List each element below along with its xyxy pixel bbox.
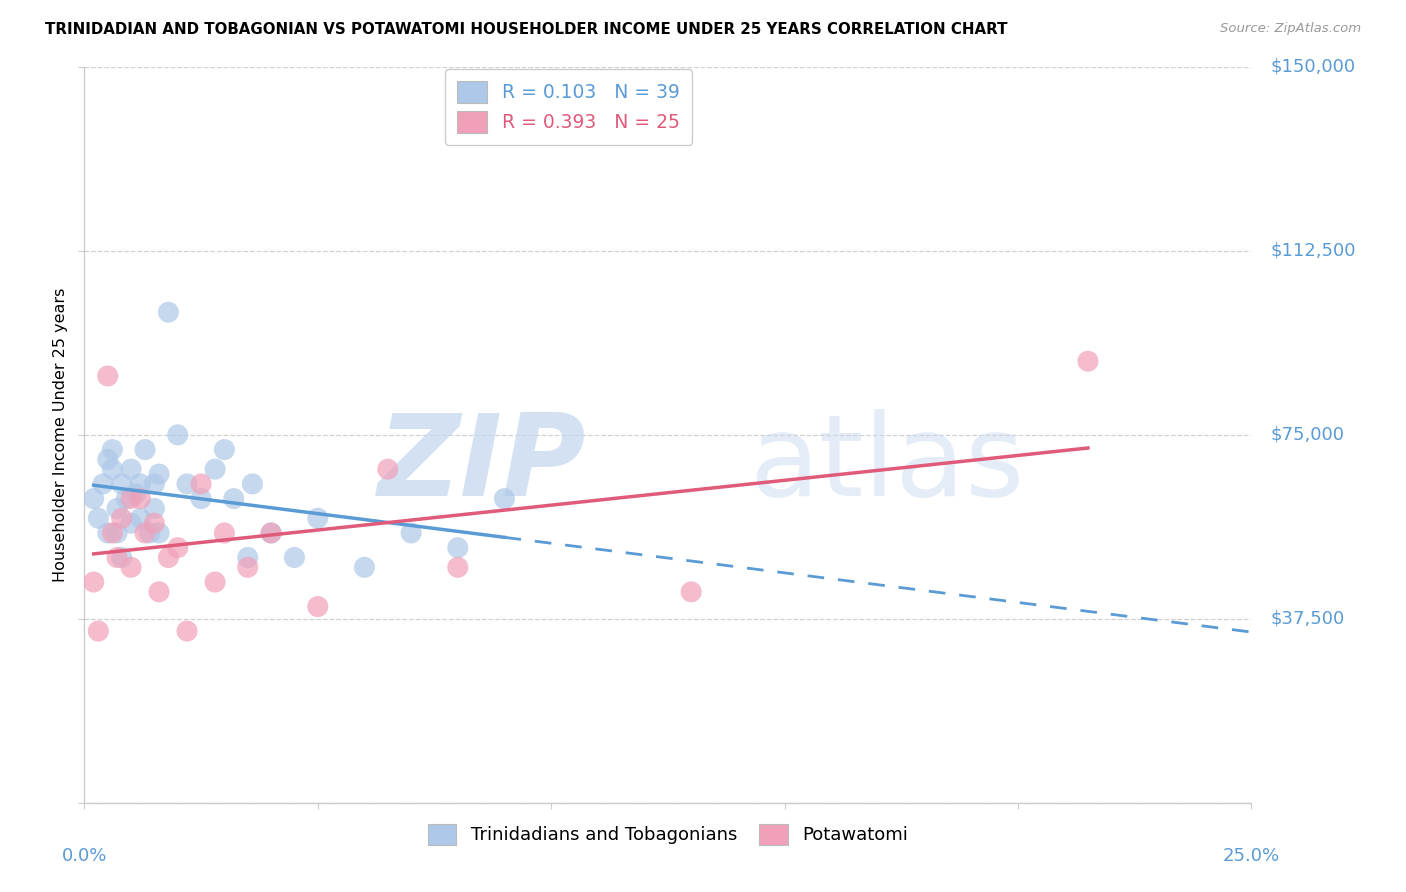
Text: 0.0%: 0.0% — [62, 847, 107, 865]
Point — [83, 491, 105, 506]
Point — [377, 462, 399, 476]
Text: $75,000: $75,000 — [1270, 425, 1344, 444]
Point — [166, 541, 188, 555]
Point — [143, 516, 166, 530]
Point — [129, 511, 152, 525]
Point — [353, 560, 375, 574]
Point — [204, 574, 226, 589]
Point — [143, 476, 166, 491]
Point — [105, 501, 128, 516]
Point — [111, 511, 134, 525]
Point — [157, 305, 180, 319]
Point — [157, 550, 180, 565]
Point — [111, 550, 134, 565]
Point — [97, 452, 120, 467]
Point — [97, 369, 120, 384]
Point — [83, 574, 105, 589]
Point — [105, 550, 128, 565]
Text: atlas: atlas — [749, 409, 1025, 520]
Point — [222, 491, 245, 506]
Point — [105, 525, 128, 540]
Point — [447, 560, 470, 574]
Point — [120, 560, 142, 574]
Point — [91, 476, 114, 491]
Point — [101, 462, 124, 476]
Point — [494, 491, 516, 506]
Point — [129, 491, 152, 506]
Point — [204, 462, 226, 476]
Text: TRINIDADIAN AND TOBAGONIAN VS POTAWATOMI HOUSEHOLDER INCOME UNDER 25 YEARS CORRE: TRINIDADIAN AND TOBAGONIAN VS POTAWATOMI… — [45, 22, 1008, 37]
Point — [190, 491, 212, 506]
Text: 25.0%: 25.0% — [1223, 847, 1279, 865]
Point — [115, 491, 138, 506]
Text: Source: ZipAtlas.com: Source: ZipAtlas.com — [1220, 22, 1361, 36]
Point — [134, 525, 156, 540]
Point — [129, 476, 152, 491]
Point — [1077, 354, 1099, 368]
Point — [283, 550, 305, 565]
Point — [148, 467, 170, 482]
Y-axis label: Householder Income Under 25 years: Householder Income Under 25 years — [52, 287, 67, 582]
Point — [143, 501, 166, 516]
Point — [214, 525, 236, 540]
Point — [236, 560, 259, 574]
Point — [260, 525, 283, 540]
Point — [307, 599, 329, 614]
Point — [148, 525, 170, 540]
Text: ZIP: ZIP — [378, 409, 586, 520]
Text: $150,000: $150,000 — [1270, 58, 1355, 76]
Point — [681, 585, 703, 599]
Point — [97, 525, 120, 540]
Point — [236, 550, 259, 565]
Point — [134, 442, 156, 457]
Point — [307, 511, 329, 525]
Point — [120, 516, 142, 530]
Point — [447, 541, 470, 555]
Point — [166, 427, 188, 442]
Point — [101, 525, 124, 540]
Point — [101, 442, 124, 457]
Point — [87, 624, 110, 639]
Point — [260, 525, 283, 540]
Point — [176, 476, 198, 491]
Legend: Trinidadians and Tobagonians, Potawatomi: Trinidadians and Tobagonians, Potawatomi — [416, 812, 920, 856]
Text: $37,500: $37,500 — [1270, 610, 1344, 628]
Point — [242, 476, 264, 491]
Point — [148, 585, 170, 599]
Point — [138, 525, 160, 540]
Point — [176, 624, 198, 639]
Point — [111, 476, 134, 491]
Text: $112,500: $112,500 — [1270, 242, 1355, 260]
Point — [214, 442, 236, 457]
Point — [120, 491, 142, 506]
Point — [190, 476, 212, 491]
Point — [87, 511, 110, 525]
Point — [399, 525, 422, 540]
Point — [125, 487, 148, 501]
Point — [120, 462, 142, 476]
